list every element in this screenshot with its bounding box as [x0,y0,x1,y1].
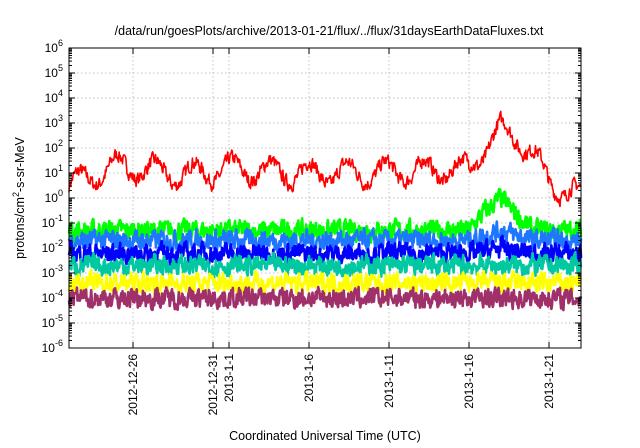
chart-title: /data/run/goesPlots/archive/2013-01-21/f… [115,24,544,38]
x-tick-label: 2013-1-6 [302,354,316,402]
y-tick-label: 105 [45,63,63,80]
y-tick-label: 106 [45,38,63,55]
x-axis: 2012-12-26 2012-12-31 2013-1-1 2013-1-6 2013… [126,48,556,415]
y-tick-label: 10-4 [42,288,63,305]
y-tick-label: 100 [45,188,63,205]
y-axis: 10-6 10-5 10-4 10-3 10-2 10-1 100 101 102 103 104 1… [42,38,581,355]
x-tick-label: 2012-12-26 [126,354,140,416]
series-line [67,285,583,312]
series-layer [67,110,583,312]
y-tick-label: 10-3 [42,263,63,280]
x-tick-label: 2013-1-1 [222,354,236,402]
x-axis-label: Coordinated Universal Time (UTC) [229,429,421,443]
x-tick-label: 2013-1-21 [542,354,556,409]
series-line [67,220,583,255]
y-tick-label: 103 [45,113,63,130]
series-line [68,110,582,208]
y-tick-label: 102 [45,138,63,155]
y-tick-label: 10-6 [42,338,63,355]
y-tick-label: 10-2 [42,238,63,255]
y-axis-label: protons/cm2-s-sr-MeV [11,136,27,258]
y-tick-label: 10-1 [42,213,63,230]
y-tick-label: 10-5 [42,313,63,330]
series-line [68,251,583,280]
x-tick-label: 2013-1-11 [382,354,396,408]
y-tick-label: 104 [45,88,63,105]
x-tick-label: 2013-1-16 [462,354,476,409]
x-tick-label: 2012-12-31 [206,354,220,416]
y-tick-label: 101 [45,163,63,180]
